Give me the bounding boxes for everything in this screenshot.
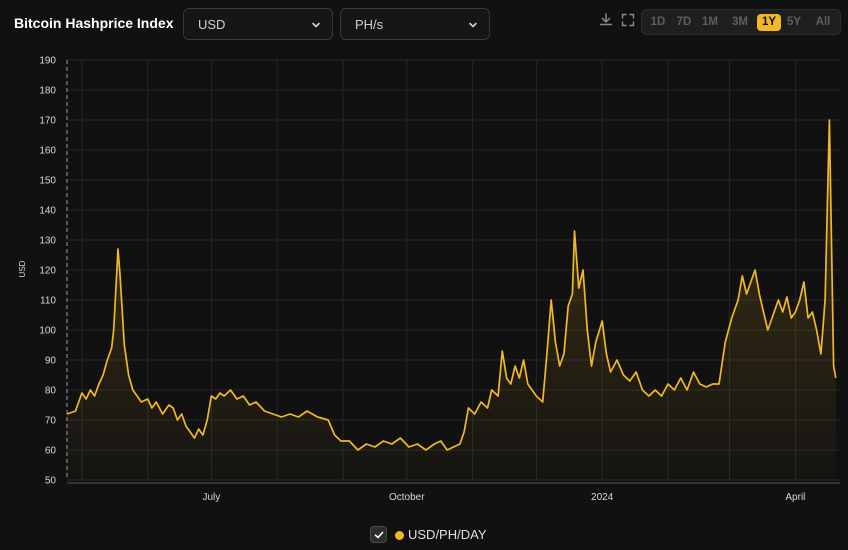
y-tick-label: 150 [39,176,56,187]
y-tick-label: 90 [45,356,57,367]
fullscreen-icon[interactable] [620,12,636,28]
series-area [67,120,836,480]
range-button-all[interactable]: All [815,16,831,28]
legend-label: USD/PH/DAY [408,527,487,542]
legend-checkbox[interactable] [370,526,387,543]
x-tick-label: 2024 [591,492,614,503]
y-tick-label: 180 [39,86,56,97]
y-tick-label: 160 [39,146,56,157]
y-tick-label: 60 [45,446,57,457]
y-axis-title: USD [18,260,27,277]
y-tick-label: 100 [39,326,56,337]
y-tick-label: 50 [45,476,57,487]
range-button-1d[interactable]: 1D [650,16,666,28]
range-button-3m[interactable]: 3M [732,16,748,28]
chart-title: Bitcoin Hashprice Index [14,15,174,31]
currency-select[interactable]: USD [183,8,333,40]
range-button-5y[interactable]: 5Y [786,16,802,28]
unit-select-value: PH/s [355,17,384,32]
x-tick-label: April [785,492,805,503]
checkmark-icon [374,531,384,539]
currency-select-value: USD [198,17,226,32]
y-tick-label: 190 [39,56,56,67]
y-tick-label: 140 [39,206,56,217]
chevron-down-icon [469,22,477,28]
y-tick-label: 120 [39,266,56,277]
series-line-usd-ph-day [66,119,837,451]
y-tick-label: 130 [39,236,56,247]
chevron-down-icon [312,22,320,28]
y-tick-label: 170 [39,116,56,127]
x-tick-label: July [203,492,221,503]
unit-select[interactable]: PH/s [340,8,490,40]
range-button-1y[interactable]: 1Y [757,14,781,31]
time-range-selector: 1D 7D 1M 3M 1Y 5Y All [641,9,841,35]
legend-color-dot [395,531,404,540]
y-tick-label: 80 [45,386,57,397]
y-tick-label: 70 [45,416,57,427]
y-tick-label: 110 [40,296,56,307]
range-button-1m[interactable]: 1M [702,16,718,28]
x-tick-label: October [389,492,425,503]
range-button-7d[interactable]: 7D [676,16,692,28]
download-icon[interactable] [598,12,614,28]
